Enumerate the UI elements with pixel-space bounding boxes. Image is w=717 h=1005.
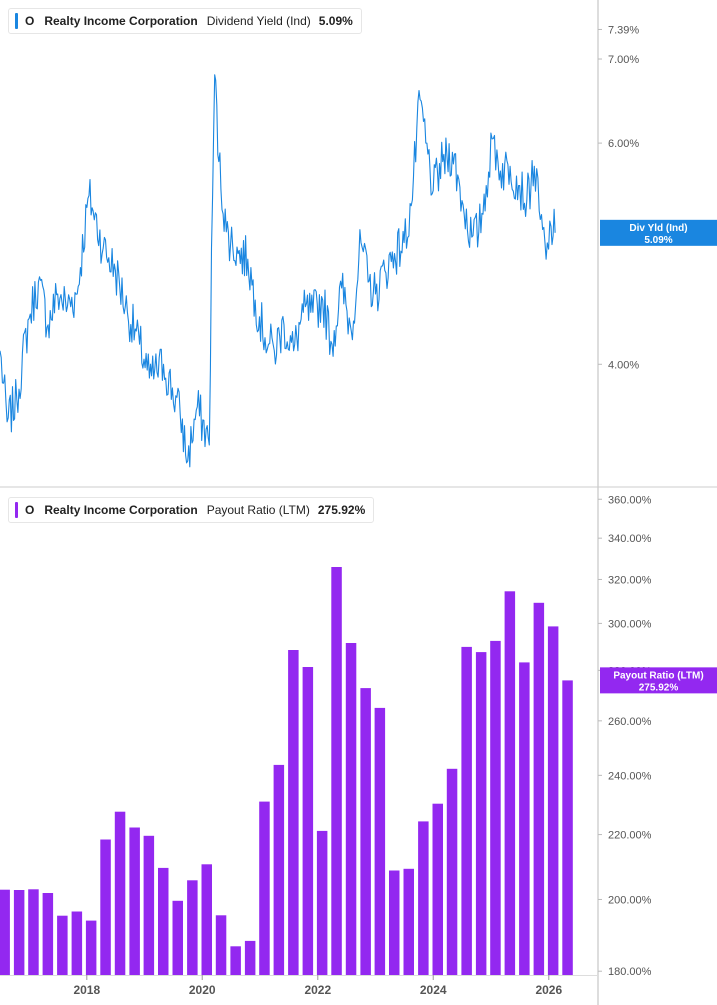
dividend-yield-axis: 7.39% 7.00% 6.00% 4.00% bbox=[598, 24, 639, 371]
y-tick-label: 300.00% bbox=[608, 618, 652, 630]
payout-ratio-bar bbox=[562, 680, 573, 975]
y-tick-label: 6.00% bbox=[608, 138, 639, 150]
payout-ratio-bar bbox=[215, 915, 227, 975]
payout-ratio-bar bbox=[389, 870, 400, 975]
payout-ratio-bar bbox=[504, 591, 516, 975]
x-tick-label: 2018 bbox=[73, 983, 100, 997]
payout-ratio-bar bbox=[302, 667, 314, 975]
payout-ratio-bar bbox=[57, 915, 68, 975]
x-tick-label: 2020 bbox=[189, 983, 216, 997]
x-tick-label: 2022 bbox=[304, 983, 331, 997]
payout-ratio-bar bbox=[28, 889, 39, 975]
payout-ratio-bar bbox=[201, 864, 212, 975]
payout-ratio-bar bbox=[519, 662, 530, 975]
y-tick-label: 360.00% bbox=[608, 494, 652, 506]
legend-ticker: O bbox=[25, 503, 35, 517]
payout-ratio-bar bbox=[259, 801, 270, 975]
payout-ratio-bar bbox=[187, 880, 198, 975]
payout-ratio-bar bbox=[114, 811, 126, 975]
legend-metric-name: Dividend Yield (Ind) bbox=[206, 14, 311, 28]
dividend-yield-tag-box bbox=[600, 219, 717, 246]
payout-ratio-tag-value: 275.92% bbox=[639, 682, 679, 693]
payout-ratio-swatch bbox=[15, 502, 18, 518]
dividend-yield-tag-label: Div Yld (Ind) bbox=[629, 223, 687, 234]
dividend-yield-tag-value: 5.09% bbox=[644, 235, 672, 246]
dividend-yield-line bbox=[0, 74, 556, 468]
y-tick-label: 7.39% bbox=[608, 24, 639, 36]
payout-ratio-bar bbox=[158, 867, 169, 975]
legend-company-name: Realty Income Corporation bbox=[44, 14, 198, 28]
payout-ratio-bar bbox=[129, 827, 140, 975]
payout-ratio-bar bbox=[418, 821, 429, 975]
payout-ratio-tag-label: Payout Ratio (LTM) bbox=[613, 670, 703, 681]
payout-ratio-bar bbox=[360, 688, 371, 975]
payout-ratio-legend[interactable]: O Realty Income Corporation Payout Ratio… bbox=[8, 497, 375, 523]
payout-ratio-bar bbox=[490, 640, 501, 975]
dividend-yield-plot bbox=[0, 74, 556, 468]
dividend-yield-legend[interactable]: O Realty Income Corporation Dividend Yie… bbox=[8, 8, 362, 34]
payout-ratio-bar bbox=[345, 643, 357, 975]
y-tick-label: 4.00% bbox=[608, 359, 639, 371]
payout-ratio-bar bbox=[374, 707, 386, 975]
y-tick-label: 260.00% bbox=[608, 716, 652, 728]
payout-ratio-bar bbox=[446, 768, 458, 975]
y-tick-label: 320.00% bbox=[608, 574, 652, 586]
y-tick-label: 240.00% bbox=[608, 770, 652, 782]
payout-ratio-bar bbox=[71, 911, 83, 975]
x-tick-label: 2024 bbox=[420, 983, 447, 997]
payout-ratio-bar bbox=[288, 650, 299, 975]
payout-ratio-bar bbox=[316, 830, 328, 975]
payout-ratio-bar bbox=[85, 920, 97, 975]
y-tick-label: 200.00% bbox=[608, 894, 652, 906]
dividend-yield-swatch bbox=[15, 13, 18, 29]
y-tick-label: 180.00% bbox=[608, 966, 652, 978]
payout-ratio-bar bbox=[172, 900, 183, 975]
y-tick-label: 340.00% bbox=[608, 533, 652, 545]
payout-ratio-axis: 180.00%200.00%220.00%240.00%260.00%280.0… bbox=[598, 494, 652, 978]
payout-ratio-bar bbox=[547, 626, 559, 975]
payout-ratio-bar bbox=[403, 868, 414, 975]
payout-ratio-tag: Payout Ratio (LTM)275.92% bbox=[600, 667, 717, 694]
legend-ticker: O bbox=[25, 14, 35, 28]
dividend-yield-tag: Div Yld (Ind)5.09% bbox=[600, 219, 717, 246]
payout-ratio-bar bbox=[461, 646, 472, 975]
payout-ratio-bar bbox=[13, 890, 25, 975]
payout-ratio-bar bbox=[273, 764, 285, 975]
y-tick-label: 220.00% bbox=[608, 830, 652, 842]
y-tick-label: 7.00% bbox=[608, 54, 639, 66]
x-tick-label: 2026 bbox=[535, 983, 562, 997]
payout-ratio-bar bbox=[42, 893, 54, 975]
payout-ratio-bar bbox=[143, 835, 155, 975]
payout-ratio-tag-box bbox=[600, 667, 717, 694]
payout-ratio-bar bbox=[533, 602, 545, 975]
legend-metric-value: 5.09% bbox=[318, 14, 353, 28]
payout-ratio-bar bbox=[0, 889, 10, 975]
legend-metric-name: Payout Ratio (LTM) bbox=[206, 503, 310, 517]
payout-ratio-bar bbox=[230, 946, 241, 975]
payout-ratio-plot bbox=[0, 567, 573, 975]
payout-ratio-bar bbox=[432, 803, 443, 975]
time-axis: 2018 2020 2022 2024 2026 bbox=[73, 975, 562, 997]
payout-ratio-bar bbox=[100, 839, 111, 975]
payout-ratio-bar bbox=[475, 652, 487, 975]
legend-company-name: Realty Income Corporation bbox=[44, 503, 198, 517]
payout-ratio-bar bbox=[244, 940, 256, 975]
last-value-tags: Div Yld (Ind)5.09% Payout Ratio (LTM)275.… bbox=[600, 219, 717, 694]
legend-metric-value: 275.92% bbox=[317, 503, 366, 517]
payout-ratio-bar bbox=[331, 567, 342, 975]
